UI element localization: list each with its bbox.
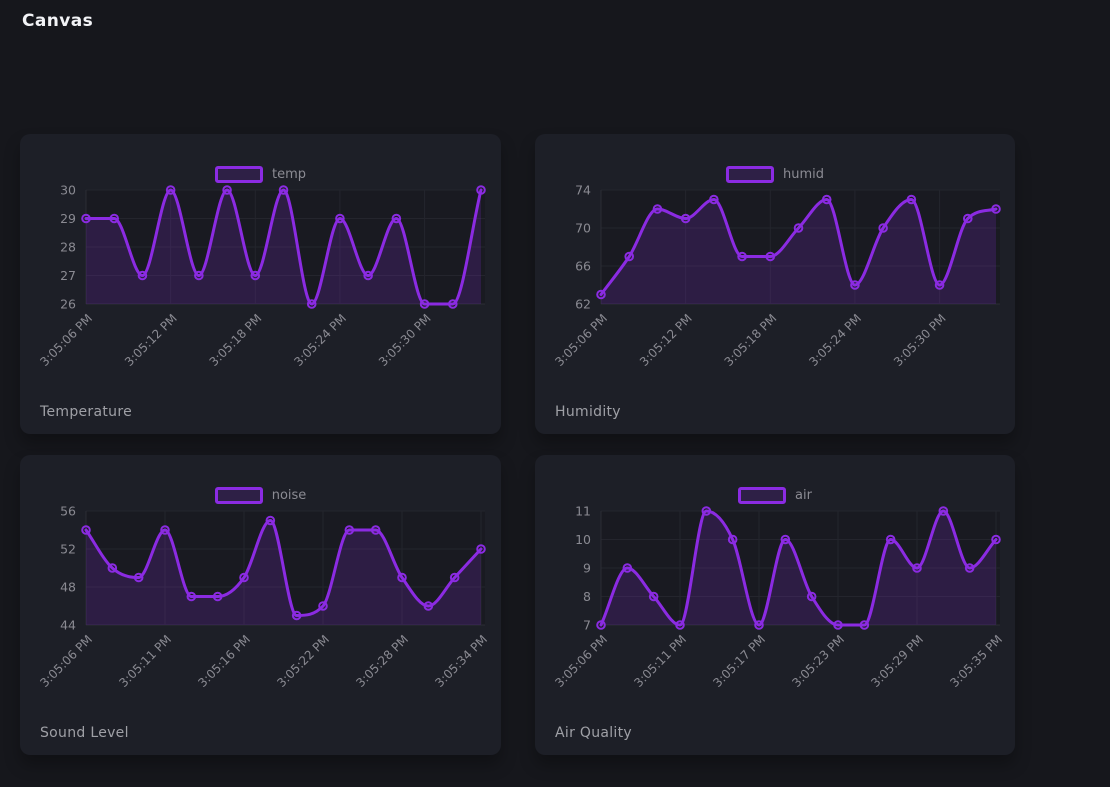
svg-text:3:05:12 PM: 3:05:12 PM [122,311,180,369]
svg-text:3:05:35 PM: 3:05:35 PM [947,632,1005,690]
svg-text:3:05:28 PM: 3:05:28 PM [353,632,411,690]
svg-text:3:05:12 PM: 3:05:12 PM [637,311,695,369]
legend-label: air [795,487,812,503]
chart-card-humidity: humid 62 66 70 74 3:05:06 PM 3:05:12 PM 3:05:1… [535,134,1015,434]
panel-title: Air Quality [555,725,632,741]
legend-swatch-icon [214,486,263,504]
svg-text:3:05:18 PM: 3:05:18 PM [722,311,780,369]
dashboard-grid: temp 26 27 28 29 30 3:05:06 PM 3:05:12 PM 3:05:… [20,134,1015,755]
svg-text:3:05:18 PM: 3:05:18 PM [207,311,265,369]
page-title: Canvas [22,11,94,31]
svg-text:3:05:06 PM: 3:05:06 PM [552,311,610,369]
chart-card-temperature: temp 26 27 28 29 30 3:05:06 PM 3:05:12 PM 3:05:… [20,134,501,434]
svg-text:74: 74 [575,184,591,198]
humidity-line-chart[interactable]: 62 66 70 74 3:05:06 PM 3:05:12 PM 3:05:18 PM 3:… [535,184,1016,420]
svg-text:3:05:24 PM: 3:05:24 PM [806,311,864,369]
svg-text:9: 9 [583,561,591,576]
svg-text:30: 30 [60,184,76,198]
svg-text:3:05:16 PM: 3:05:16 PM [195,632,253,690]
svg-text:3:05:24 PM: 3:05:24 PM [291,311,349,369]
legend-temp[interactable]: temp [20,165,501,183]
chart-card-sound-level: noise 44 48 52 56 3:05:06 PM 3:05:11 PM 3:05:1… [20,455,501,755]
svg-text:3:05:23 PM: 3:05:23 PM [789,632,847,690]
svg-text:3:05:34 PM: 3:05:34 PM [432,632,490,690]
svg-text:52: 52 [60,542,76,557]
svg-text:44: 44 [60,618,76,633]
svg-text:3:05:30 PM: 3:05:30 PM [891,311,949,369]
legend-swatch-icon [738,486,787,504]
legend-swatch-icon [214,165,263,183]
legend-noise[interactable]: noise [20,486,501,504]
legend-label: noise [271,487,307,503]
svg-text:3:05:30 PM: 3:05:30 PM [376,311,434,369]
svg-text:27: 27 [60,268,76,283]
legend-swatch-icon [725,165,774,183]
legend-air[interactable]: air [535,486,1015,504]
svg-text:56: 56 [60,505,76,519]
svg-text:62: 62 [575,297,591,312]
svg-text:70: 70 [575,221,591,236]
air-quality-line-chart[interactable]: 7 8 9 10 11 3:05:06 PM 3:05:11 PM 3:05:17 PM 3:0… [535,505,1016,741]
temperature-line-chart[interactable]: 26 27 28 29 30 3:05:06 PM 3:05:12 PM 3:05:18 PM… [20,184,501,420]
svg-text:8: 8 [583,589,591,604]
svg-text:3:05:11 PM: 3:05:11 PM [116,632,174,690]
svg-text:3:05:17 PM: 3:05:17 PM [710,632,768,690]
svg-text:7: 7 [583,618,591,633]
chart-card-air-quality: air 7 8 9 10 11 3:05:06 PM 3:05:11 PM 3:05:17 P… [535,455,1015,755]
svg-text:10: 10 [575,532,591,547]
svg-text:66: 66 [575,259,591,274]
svg-text:48: 48 [60,580,76,595]
legend-label: temp [271,166,306,182]
svg-text:26: 26 [60,297,76,312]
svg-text:3:05:06 PM: 3:05:06 PM [37,632,95,690]
svg-text:28: 28 [60,240,76,255]
sound-level-line-chart[interactable]: 44 48 52 56 3:05:06 PM 3:05:11 PM 3:05:16 PM 3:… [20,505,501,741]
svg-text:3:05:06 PM: 3:05:06 PM [37,311,95,369]
panel-title: Sound Level [40,725,129,741]
svg-text:3:05:29 PM: 3:05:29 PM [868,632,926,690]
panel-title: Temperature [40,404,132,420]
legend-humid[interactable]: humid [535,165,1015,183]
svg-text:11: 11 [575,505,591,519]
svg-text:29: 29 [60,211,76,226]
svg-text:3:05:11 PM: 3:05:11 PM [631,632,689,690]
legend-label: humid [782,166,824,182]
panel-title: Humidity [555,404,621,420]
svg-text:3:05:22 PM: 3:05:22 PM [274,632,332,690]
svg-text:3:05:06 PM: 3:05:06 PM [552,632,610,690]
